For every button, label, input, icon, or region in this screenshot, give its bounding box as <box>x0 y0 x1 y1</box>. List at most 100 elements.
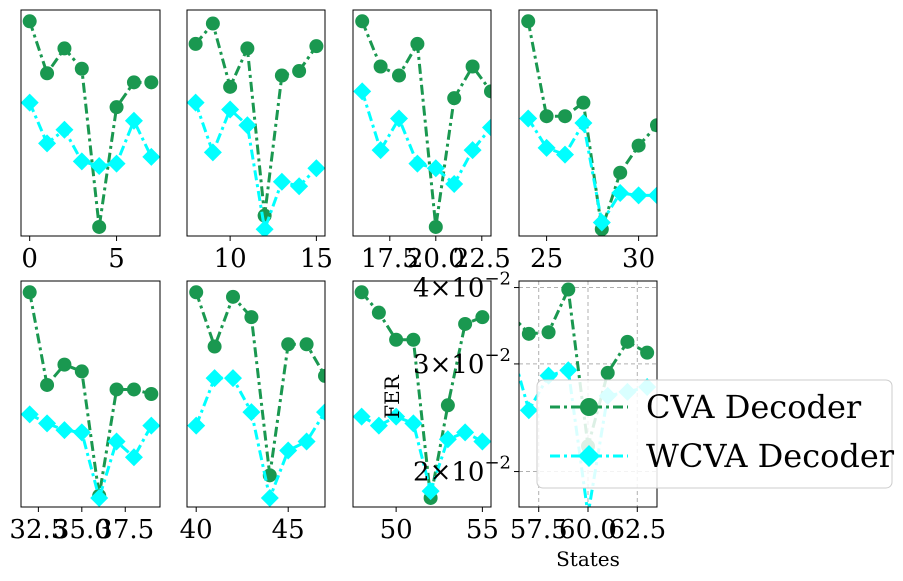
data-point <box>576 95 591 110</box>
data-point <box>109 382 124 397</box>
data-point <box>189 285 204 300</box>
x-tick-label: 57.5 <box>510 515 568 545</box>
data-point <box>426 159 445 178</box>
subplot-3: 17.520.022.5 <box>352 9 511 274</box>
x-tick-label: 22.5 <box>453 244 511 274</box>
wcva-series <box>21 93 160 175</box>
data-point <box>387 407 406 426</box>
data-point <box>629 186 648 205</box>
data-point <box>561 282 576 297</box>
data-point <box>90 156 109 175</box>
data-point <box>574 114 593 132</box>
axes-frame <box>186 280 326 508</box>
x-tick-label: 60.0 <box>559 515 617 545</box>
data-point <box>40 66 55 81</box>
series-line <box>360 20 491 228</box>
data-point <box>279 441 298 460</box>
data-point <box>244 310 259 325</box>
cva-series <box>521 14 657 236</box>
data-point <box>620 334 635 349</box>
data-point <box>390 109 408 128</box>
data-point <box>21 405 39 424</box>
data-point <box>221 100 240 119</box>
data-point <box>124 111 143 130</box>
data-point <box>541 325 556 340</box>
y-tick-label: 3×10−2 <box>413 345 511 380</box>
data-point <box>205 16 220 31</box>
data-point <box>404 414 423 433</box>
data-point <box>203 143 222 162</box>
series-line <box>194 102 318 236</box>
data-point <box>299 337 314 352</box>
data-point <box>144 387 159 401</box>
data-point <box>519 401 538 420</box>
axes-frame <box>352 280 492 508</box>
data-point <box>371 305 386 320</box>
data-point <box>309 39 324 54</box>
data-point <box>126 75 141 90</box>
x-tick-label: 30 <box>622 244 655 274</box>
data-point <box>142 147 160 166</box>
x-tick-label: 20.0 <box>407 244 465 274</box>
legend-entry-wcva: WCVA Decoder <box>550 437 895 475</box>
data-point <box>537 138 556 157</box>
cva-series <box>355 14 491 234</box>
data-point <box>240 41 255 56</box>
data-point <box>440 398 455 413</box>
data-point <box>72 152 91 171</box>
data-point <box>456 423 475 442</box>
data-point <box>224 369 242 388</box>
legend-box <box>536 379 893 489</box>
subplot-2: 10 15 <box>186 9 333 274</box>
data-point <box>38 414 57 433</box>
data-point <box>463 141 482 160</box>
data-point <box>408 154 427 173</box>
data-point <box>592 213 611 232</box>
data-point <box>519 109 538 128</box>
cva-series <box>189 285 325 483</box>
x-tick-label: 0 <box>21 244 38 274</box>
subplot-6: 40 45 <box>180 280 326 545</box>
series-line <box>526 117 657 227</box>
subplot-5: 32.535.037.5 <box>9 280 161 545</box>
data-point <box>640 345 655 360</box>
data-point <box>484 84 491 99</box>
data-point <box>447 91 462 106</box>
x-tick-label: 45 <box>272 515 305 545</box>
data-point <box>22 285 37 300</box>
x-tick-label: 37.5 <box>96 515 154 545</box>
data-point <box>223 79 238 94</box>
data-point <box>389 332 404 347</box>
data-point <box>458 316 473 331</box>
legend-label: WCVA Decoder <box>646 437 895 475</box>
axes-frame <box>20 9 161 237</box>
data-point <box>55 120 74 139</box>
data-point <box>272 172 291 191</box>
y-axis-label: FER <box>380 374 404 418</box>
data-point <box>465 59 480 74</box>
data-point <box>142 416 160 435</box>
data-point <box>109 100 124 115</box>
cva-series <box>22 14 159 234</box>
axes-frame <box>20 280 161 508</box>
data-point <box>90 488 109 507</box>
data-point <box>406 332 421 347</box>
wcva-series <box>353 82 491 194</box>
x-tick-label: 32.5 <box>9 515 67 545</box>
data-point <box>445 175 464 194</box>
data-point <box>22 14 37 29</box>
data-point <box>226 289 240 304</box>
cva-series <box>519 282 655 454</box>
legend: CVA Decoder WCVA Decoder <box>536 379 895 489</box>
data-point <box>38 134 57 153</box>
data-point <box>307 159 325 178</box>
x-tick-label: 50 <box>380 515 413 545</box>
data-point <box>187 93 205 112</box>
data-point <box>297 432 316 451</box>
x-tick-label: 55 <box>466 515 499 545</box>
data-point <box>207 339 222 354</box>
data-point <box>57 357 72 372</box>
data-point <box>373 59 388 74</box>
data-point <box>355 14 370 29</box>
